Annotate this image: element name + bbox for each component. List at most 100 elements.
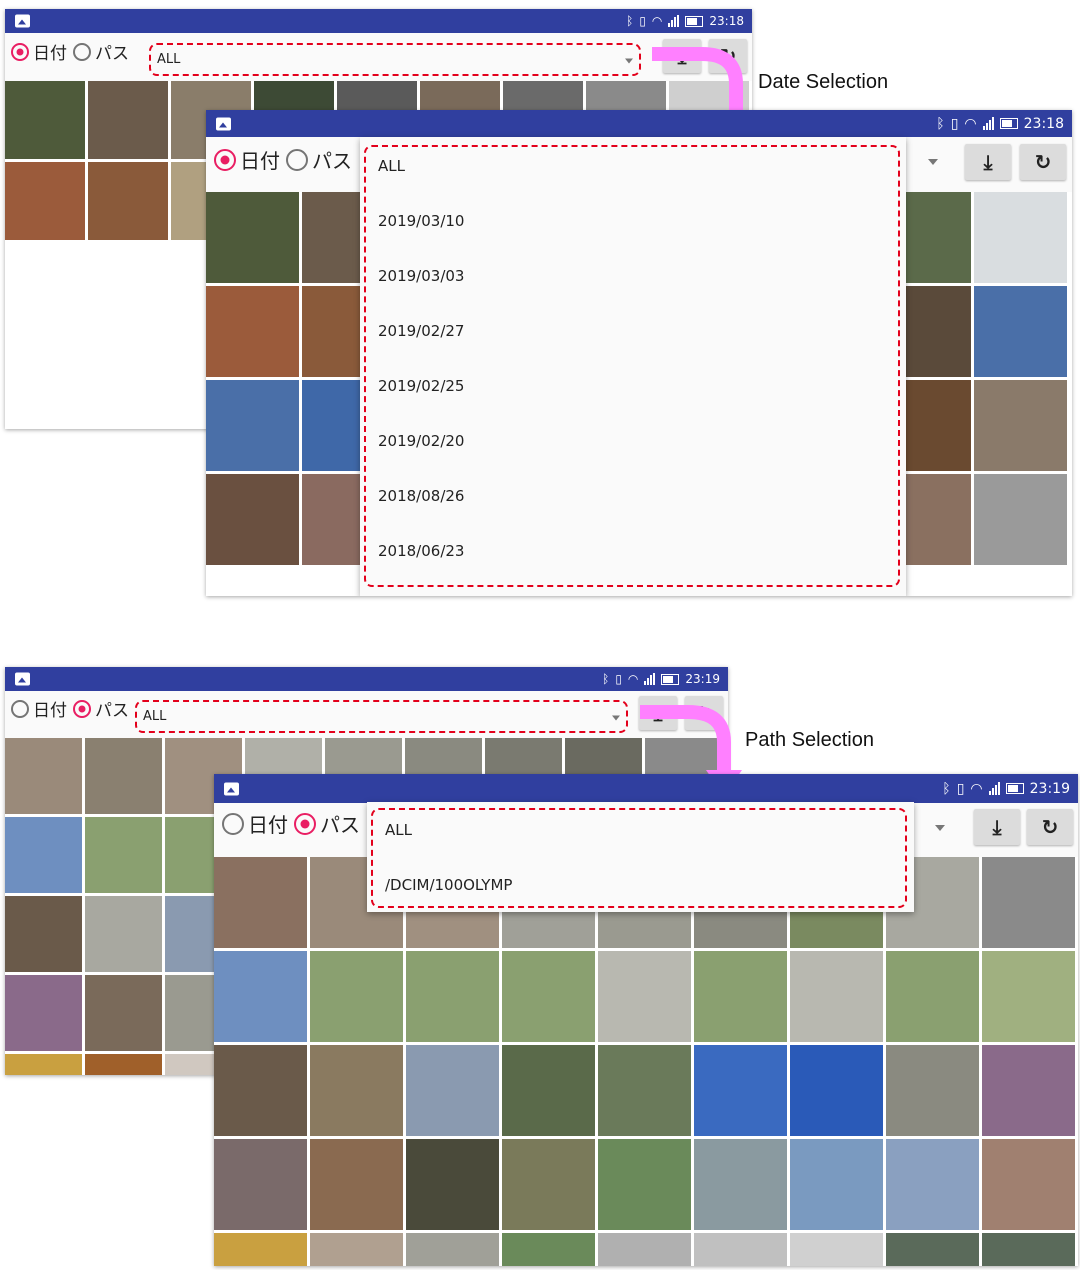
photo-thumbnail[interactable] <box>214 1045 307 1136</box>
signal-icon <box>668 15 680 27</box>
photo-thumbnail[interactable] <box>982 951 1075 1042</box>
path-radio-label: パス <box>95 44 129 64</box>
photo-thumbnail[interactable] <box>406 1233 499 1266</box>
refresh-button[interactable]: ↻ <box>1027 809 1073 845</box>
date-selection-caption: Date Selection <box>758 71 889 93</box>
photo-thumbnail[interactable] <box>214 1233 307 1266</box>
photo-thumbnail[interactable] <box>502 1233 595 1266</box>
chevron-down-icon <box>612 715 620 720</box>
photo-thumbnail[interactable] <box>982 1233 1075 1266</box>
date-front-screen: ᛒ ▯ ◠ 23:18 日付 パス ⤓ ↻ <box>206 110 1072 596</box>
photo-thumbnail[interactable] <box>206 474 299 565</box>
photo-thumbnail[interactable] <box>886 1139 979 1230</box>
photo-thumbnail[interactable] <box>502 1139 595 1230</box>
filter-toolbar: 日付 パス ALL ⤓ ↻ <box>5 691 728 738</box>
photo-thumbnail[interactable] <box>982 857 1075 948</box>
photo-thumbnail[interactable] <box>694 1045 787 1136</box>
photo-thumbnail[interactable] <box>214 857 307 948</box>
photo-thumbnail[interactable] <box>85 738 162 814</box>
photo-thumbnail[interactable] <box>5 162 85 240</box>
photo-thumbnail[interactable] <box>310 1233 403 1266</box>
dropdown-item[interactable]: 2019/02/25 <box>378 377 465 395</box>
path-front-screen: ᛒ ▯ ◠ 23:19 日付 パス ⤓ ↻ <box>214 774 1078 1266</box>
photo-thumbnail[interactable] <box>598 1045 691 1136</box>
download-button[interactable]: ⤓ <box>965 144 1011 180</box>
dropdown-item[interactable]: 2019/02/27 <box>378 322 465 340</box>
photo-thumbnail[interactable] <box>5 817 82 893</box>
signal-icon <box>988 781 1000 795</box>
photo-thumbnail[interactable] <box>5 975 82 1051</box>
photo-thumbnail[interactable] <box>206 286 299 377</box>
vibrate-icon: ▯ <box>615 672 622 686</box>
path-radio-label: パス <box>320 813 360 837</box>
photo-thumbnail[interactable] <box>406 951 499 1042</box>
photo-thumbnail[interactable] <box>88 81 168 159</box>
photo-thumbnail[interactable] <box>206 192 299 283</box>
photo-thumbnail[interactable] <box>310 951 403 1042</box>
date-radio[interactable] <box>11 42 29 61</box>
photo-thumbnail[interactable] <box>982 1045 1075 1136</box>
dropdown-item[interactable]: 2018/08/26 <box>378 487 465 505</box>
battery-icon <box>1005 783 1024 794</box>
dropdown-item[interactable]: 2019/03/10 <box>378 212 465 230</box>
photo-thumbnail[interactable] <box>88 162 168 240</box>
photo-thumbnail[interactable] <box>974 192 1067 283</box>
photo-thumbnail[interactable] <box>694 951 787 1042</box>
signal-icon <box>644 673 656 685</box>
photo-thumbnail[interactable] <box>310 1045 403 1136</box>
photo-thumbnail[interactable] <box>5 1054 82 1075</box>
photo-thumbnail[interactable] <box>310 1139 403 1230</box>
photo-thumbnail[interactable] <box>598 1139 691 1230</box>
dropdown-item[interactable]: 2019/02/20 <box>378 432 465 450</box>
refresh-button[interactable]: ↻ <box>1020 144 1066 180</box>
dropdown-item[interactable]: ALL <box>378 157 405 175</box>
photo-thumbnail[interactable] <box>85 975 162 1051</box>
photo-thumbnail[interactable] <box>406 1045 499 1136</box>
photo-thumbnail[interactable] <box>790 951 883 1042</box>
refresh-icon: ↻ <box>1041 815 1059 839</box>
vibrate-icon: ▯ <box>639 14 646 28</box>
photo-thumbnail[interactable] <box>5 81 85 159</box>
path-radio[interactable] <box>73 42 91 61</box>
photo-thumbnail[interactable] <box>974 286 1067 377</box>
photo-thumbnail[interactable] <box>214 951 307 1042</box>
date-radio[interactable] <box>11 699 29 718</box>
date-spinner[interactable]: ALL <box>149 43 641 76</box>
dropdown-item[interactable]: ALL <box>385 821 412 839</box>
path-radio[interactable] <box>73 699 91 718</box>
photo-thumbnail[interactable] <box>886 1233 979 1266</box>
path-spinner[interactable]: ALL <box>135 700 628 733</box>
photo-thumbnail[interactable] <box>85 1054 162 1075</box>
date-radio[interactable] <box>214 148 236 171</box>
chevron-down-icon <box>935 825 945 831</box>
dropdown-item[interactable]: /DCIM/100OLYMP <box>385 876 513 894</box>
photo-thumbnail[interactable] <box>406 1139 499 1230</box>
photo-thumbnail[interactable] <box>85 817 162 893</box>
photo-thumbnail[interactable] <box>85 896 162 972</box>
photo-thumbnail[interactable] <box>790 1139 883 1230</box>
dropdown-item[interactable]: 2019/03/03 <box>378 267 465 285</box>
photo-thumbnail[interactable] <box>5 896 82 972</box>
path-radio[interactable] <box>286 148 308 171</box>
photo-thumbnail[interactable] <box>598 1233 691 1266</box>
photo-thumbnail[interactable] <box>982 1139 1075 1230</box>
photo-thumbnail[interactable] <box>974 380 1067 471</box>
photo-thumbnail[interactable] <box>790 1045 883 1136</box>
photo-thumbnail[interactable] <box>206 380 299 471</box>
photo-thumbnail[interactable] <box>694 1139 787 1230</box>
photo-thumbnail[interactable] <box>886 951 979 1042</box>
photo-thumbnail[interactable] <box>502 1045 595 1136</box>
photo-thumbnail[interactable] <box>694 1233 787 1266</box>
photo-thumbnail[interactable] <box>790 1233 883 1266</box>
photo-thumbnail[interactable] <box>214 1139 307 1230</box>
photo-thumbnail[interactable] <box>886 1045 979 1136</box>
photo-thumbnail[interactable] <box>974 474 1067 565</box>
dropdown-item[interactable]: 2018/06/23 <box>378 542 465 560</box>
path-radio[interactable] <box>294 812 316 835</box>
date-radio[interactable] <box>222 812 244 835</box>
download-button[interactable]: ⤓ <box>974 809 1020 845</box>
photo-thumbnail[interactable] <box>598 951 691 1042</box>
photo-thumbnail[interactable] <box>5 738 82 814</box>
photo-thumbnail[interactable] <box>502 951 595 1042</box>
status-bar: ᛒ ▯ ◠ 23:19 <box>5 667 728 691</box>
